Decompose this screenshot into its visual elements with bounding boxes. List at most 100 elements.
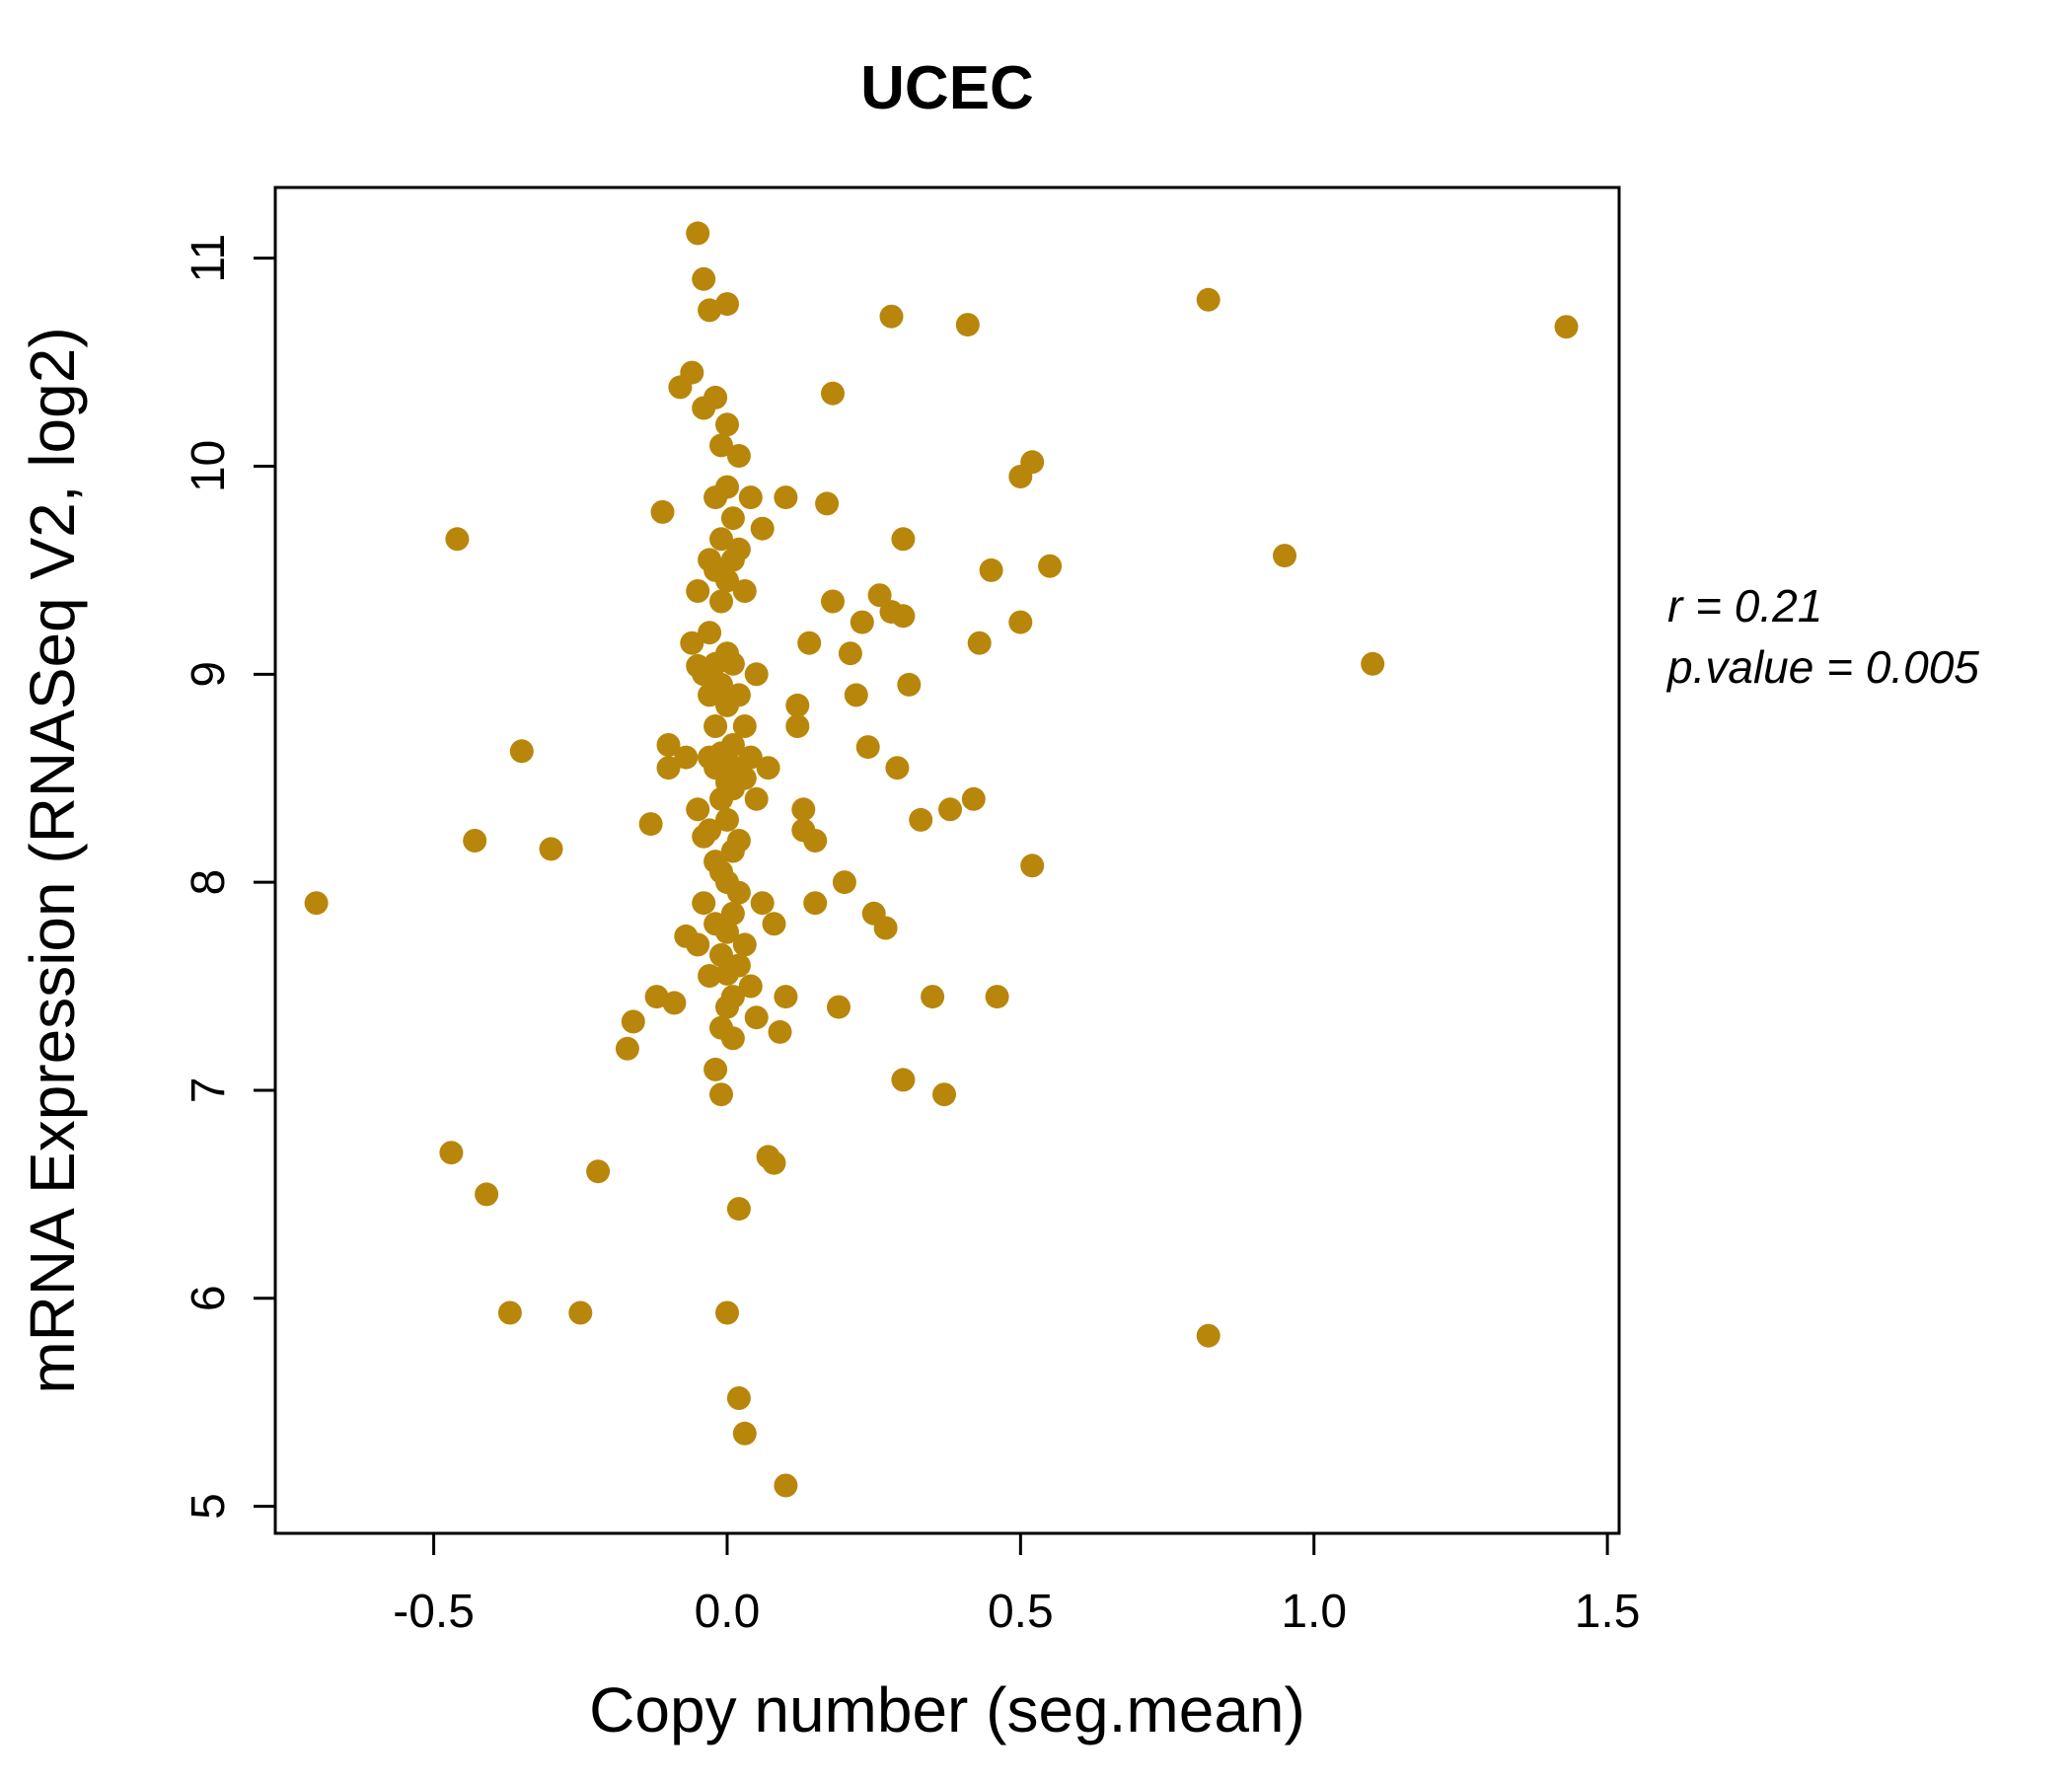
data-point bbox=[686, 797, 710, 822]
data-point bbox=[509, 739, 534, 764]
data-point bbox=[726, 829, 751, 853]
data-point bbox=[709, 433, 733, 458]
data-point bbox=[715, 568, 739, 593]
data-point bbox=[656, 733, 681, 757]
data-point bbox=[774, 1473, 798, 1498]
data-point bbox=[938, 797, 962, 822]
data-point bbox=[738, 745, 763, 770]
data-point bbox=[762, 912, 786, 936]
y-axis-title: mRNA Expression (RNASeq V2, log2) bbox=[17, 327, 88, 1393]
data-point bbox=[686, 932, 710, 957]
data-point bbox=[720, 1026, 745, 1051]
data-point bbox=[768, 1019, 792, 1044]
x-tick-label: 0.5 bbox=[988, 1586, 1054, 1638]
data-point bbox=[1361, 651, 1385, 676]
data-point bbox=[979, 557, 1003, 582]
plot-box bbox=[273, 186, 1621, 1535]
data-point bbox=[586, 1159, 611, 1184]
data-point bbox=[715, 807, 739, 832]
data-point bbox=[439, 1141, 464, 1165]
data-point bbox=[832, 870, 856, 895]
data-point bbox=[621, 1009, 645, 1034]
data-point bbox=[692, 891, 716, 916]
data-point bbox=[732, 932, 757, 957]
data-point bbox=[638, 812, 663, 837]
data-point bbox=[821, 589, 845, 614]
data-point bbox=[885, 756, 910, 780]
data-point bbox=[821, 381, 845, 406]
data-point bbox=[838, 641, 862, 666]
data-point bbox=[738, 485, 763, 510]
data-point bbox=[497, 1300, 522, 1325]
data-point bbox=[709, 672, 733, 697]
data-point bbox=[961, 786, 986, 811]
data-point bbox=[985, 985, 1009, 1009]
data-point bbox=[698, 964, 722, 988]
data-point bbox=[715, 1300, 739, 1325]
data-point bbox=[709, 527, 733, 552]
data-point bbox=[686, 221, 710, 246]
data-point bbox=[891, 527, 916, 552]
data-point bbox=[698, 818, 722, 843]
data-point bbox=[1196, 287, 1221, 312]
data-point bbox=[873, 916, 898, 940]
x-tick-label: 1.0 bbox=[1281, 1586, 1347, 1638]
data-point bbox=[726, 1386, 751, 1410]
data-point bbox=[703, 1057, 728, 1081]
data-point bbox=[703, 385, 728, 409]
y-tick-label: 7 bbox=[183, 1077, 235, 1104]
data-point bbox=[744, 1005, 769, 1030]
x-axis-ticks: -0.5 0.0 0.5 1.0 1.5 bbox=[393, 1533, 1640, 1638]
y-tick-label: 5 bbox=[183, 1493, 235, 1520]
data-point bbox=[797, 631, 822, 655]
data-point bbox=[750, 516, 775, 541]
data-point bbox=[715, 920, 739, 944]
x-axis-title: Copy number (seg.mean) bbox=[589, 1674, 1305, 1745]
data-point bbox=[738, 974, 763, 999]
data-point bbox=[1554, 315, 1579, 339]
data-point bbox=[891, 604, 916, 629]
chart-title: UCEC bbox=[860, 54, 1034, 122]
data-point bbox=[615, 1036, 639, 1061]
annotation-p-value: p.value = 0.005 bbox=[1665, 641, 1979, 693]
y-tick-label: 10 bbox=[183, 440, 235, 492]
data-point bbox=[680, 631, 704, 655]
data-point bbox=[720, 733, 745, 757]
data-point bbox=[662, 991, 687, 1015]
data-point bbox=[785, 693, 810, 717]
data-point bbox=[726, 537, 751, 561]
y-tick-label: 6 bbox=[183, 1285, 235, 1311]
data-point bbox=[844, 683, 868, 707]
data-point bbox=[1196, 1323, 1221, 1348]
x-tick-label: 1.5 bbox=[1575, 1586, 1641, 1638]
x-tick-label: -0.5 bbox=[393, 1586, 475, 1638]
data-point bbox=[674, 745, 699, 770]
data-point bbox=[463, 829, 487, 853]
data-point bbox=[774, 485, 798, 510]
data-point bbox=[732, 1421, 757, 1446]
data-point bbox=[715, 292, 739, 317]
data-point bbox=[850, 610, 874, 634]
y-axis-ticks: 5 6 7 8 9 10 11 bbox=[183, 234, 275, 1520]
data-point bbox=[715, 412, 739, 437]
data-point bbox=[650, 499, 675, 524]
data-point bbox=[720, 506, 745, 531]
data-point bbox=[774, 985, 798, 1009]
data-point bbox=[539, 837, 563, 861]
data-point bbox=[475, 1182, 499, 1207]
data-point bbox=[698, 621, 722, 645]
data-point bbox=[762, 1150, 786, 1175]
y-tick-label: 9 bbox=[183, 661, 235, 688]
data-point bbox=[855, 735, 880, 760]
data-point bbox=[720, 901, 745, 926]
data-point bbox=[921, 985, 945, 1009]
scatter-points bbox=[304, 221, 1579, 1498]
data-point bbox=[726, 880, 751, 905]
data-point bbox=[897, 672, 922, 697]
data-point bbox=[891, 1068, 916, 1092]
data-point bbox=[568, 1300, 593, 1325]
data-point bbox=[744, 662, 769, 687]
data-point bbox=[732, 579, 757, 603]
